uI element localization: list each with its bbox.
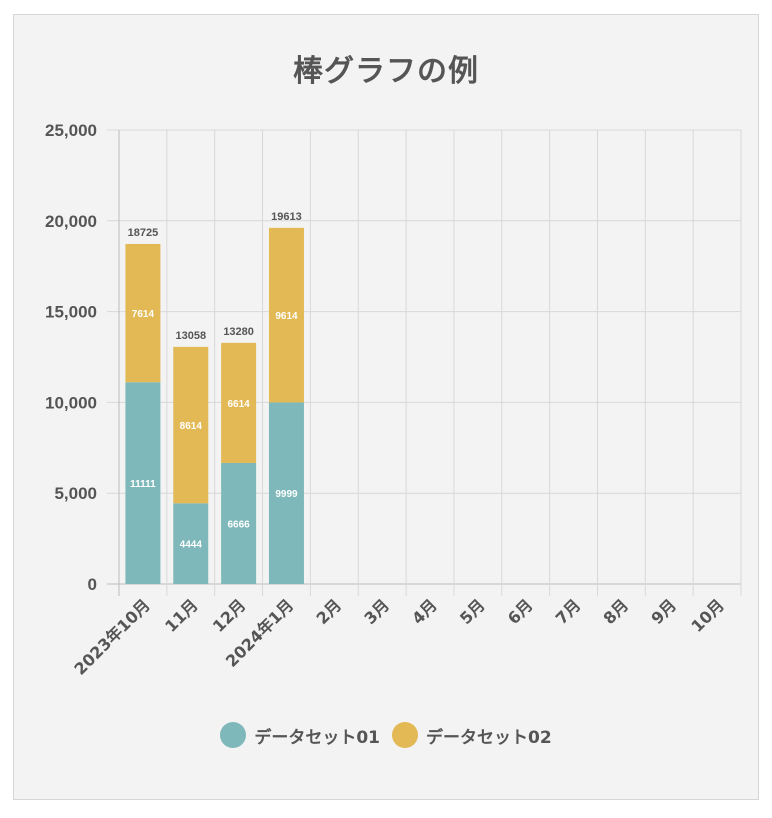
legend-swatch-dataset01 bbox=[220, 722, 247, 748]
legend-label-dataset01: データセット01 bbox=[254, 727, 380, 748]
x-tick-label: 7月 bbox=[552, 595, 585, 628]
bar-value-label: 11111 bbox=[130, 479, 156, 490]
bar-segment bbox=[268, 227, 304, 403]
x-tick-label: 8月 bbox=[600, 595, 633, 628]
bar-value-label: 9614 bbox=[275, 311, 298, 322]
y-tick-label: 25,000 bbox=[45, 121, 97, 140]
bar-segment bbox=[221, 342, 257, 463]
bar-value-label: 7614 bbox=[132, 309, 155, 320]
bar-segment bbox=[173, 503, 209, 584]
bar-segment bbox=[268, 402, 304, 584]
x-tick-label: 12月 bbox=[209, 595, 250, 636]
legend-item-dataset01[interactable]: データセット01 bbox=[220, 722, 380, 748]
y-tick-label: 15,000 bbox=[45, 303, 97, 322]
legend: データセット01 データセット02 bbox=[0, 722, 772, 748]
x-tick-label: 6月 bbox=[504, 595, 537, 628]
bar-value-label: 6614 bbox=[227, 399, 250, 410]
y-tick-label: 20,000 bbox=[45, 212, 97, 231]
bar-total-label: 18725 bbox=[128, 227, 159, 239]
legend-label-dataset02: データセット02 bbox=[426, 727, 552, 748]
y-tick-label: 10,000 bbox=[45, 393, 97, 412]
y-tick-label: 0 bbox=[88, 575, 97, 594]
bar-total-label: 13058 bbox=[175, 330, 206, 342]
bar-segment bbox=[173, 346, 209, 504]
bar-segment bbox=[221, 462, 257, 584]
bar-value-label: 9999 bbox=[275, 489, 298, 500]
x-tick-label: 2月 bbox=[313, 595, 346, 628]
bar-value-label: 6666 bbox=[227, 519, 250, 530]
x-tick-label: 9月 bbox=[647, 595, 680, 628]
y-tick-label: 5,000 bbox=[54, 484, 97, 503]
bar-segment bbox=[125, 382, 161, 584]
x-tick-label: 11月 bbox=[161, 595, 202, 636]
bar-value-label: 8614 bbox=[180, 421, 203, 432]
x-tick-label: 2023年10月 bbox=[70, 595, 153, 678]
bar-segment bbox=[125, 243, 161, 383]
x-tick-label: 4月 bbox=[408, 595, 441, 628]
x-tick-label: 3月 bbox=[360, 595, 393, 628]
bar-total-label: 13280 bbox=[223, 326, 254, 338]
chart-title: 棒グラフの例 bbox=[293, 54, 479, 89]
x-tick-label: 5月 bbox=[456, 595, 489, 628]
legend-swatch-dataset02 bbox=[392, 722, 418, 748]
bar-total-label: 19613 bbox=[271, 211, 302, 223]
bar-value-label: 4444 bbox=[180, 540, 203, 551]
legend-item-dataset02[interactable]: データセット02 bbox=[392, 722, 552, 748]
x-tick-label: 10月 bbox=[687, 595, 728, 636]
